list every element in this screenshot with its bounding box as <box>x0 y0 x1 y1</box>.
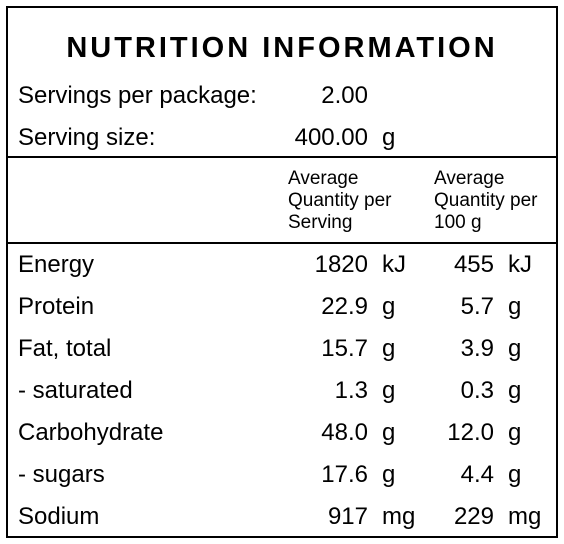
serving-size-label: Serving size: <box>18 124 156 151</box>
nutrient-per100-value: 3.9 <box>460 335 494 362</box>
nutrient-label: Energy <box>18 251 95 278</box>
nutrient-label: Fat, total <box>18 335 112 362</box>
nutrient-serving-value: 22.9 <box>321 293 368 320</box>
nutrient-per100-unit: g <box>508 335 522 362</box>
nutrient-per100-value: 0.3 <box>460 377 494 404</box>
servings-label: Servings per package: <box>18 82 257 109</box>
nutrient-serving-unit: kJ <box>382 251 406 278</box>
nutrient-serving-unit: g <box>382 335 396 362</box>
nutrient-per100-value: 455 <box>453 251 494 278</box>
nutrient-serving-value: 48.0 <box>321 419 368 446</box>
panel-title: NUTRITION INFORMATION <box>66 32 498 64</box>
nutrient-per100-unit: g <box>508 461 522 488</box>
header-per-serving: Average Quantity per Serving <box>288 168 392 233</box>
nutrient-serving-unit: mg <box>382 503 416 530</box>
nutrient-label: Protein <box>18 293 95 320</box>
nutrient-label: - sugars <box>18 461 105 488</box>
nutrient-per100-value: 5.7 <box>460 293 494 320</box>
nutrient-per100-unit: g <box>508 293 522 320</box>
nutrient-serving-unit: g <box>382 419 396 446</box>
header-divider-bottom <box>8 242 556 244</box>
nutrient-per100-value: 12.0 <box>447 419 494 446</box>
nutrient-serving-value: 917 <box>327 503 368 530</box>
header-per-100g: Average Quantity per 100 g <box>434 168 538 233</box>
servings-value: 2.00 <box>321 82 368 109</box>
nutrition-panel: NUTRITION INFORMATION Servings per packa… <box>6 6 558 538</box>
header-divider-top <box>8 156 556 158</box>
serving-size-value: 400.00 <box>294 124 368 151</box>
nutrient-per100-value: 4.4 <box>460 461 494 488</box>
nutrient-serving-value: 17.6 <box>321 461 368 488</box>
nutrient-label: Carbohydrate <box>18 419 164 446</box>
nutrient-serving-value: 1.3 <box>334 377 368 404</box>
nutrient-serving-value: 1820 <box>314 251 368 278</box>
nutrient-serving-unit: g <box>382 461 396 488</box>
serving-size-unit: g <box>382 124 396 151</box>
nutrient-label: Sodium <box>18 503 100 530</box>
nutrient-label: - saturated <box>18 377 133 404</box>
nutrient-per100-unit: kJ <box>508 251 532 278</box>
nutrient-per100-unit: g <box>508 377 522 404</box>
nutrient-serving-unit: g <box>382 377 396 404</box>
nutrient-per100-unit: mg <box>508 503 542 530</box>
nutrient-serving-unit: g <box>382 293 396 320</box>
nutrient-serving-value: 15.7 <box>321 335 368 362</box>
nutrient-per100-value: 229 <box>453 503 494 530</box>
nutrient-per100-unit: g <box>508 419 522 446</box>
